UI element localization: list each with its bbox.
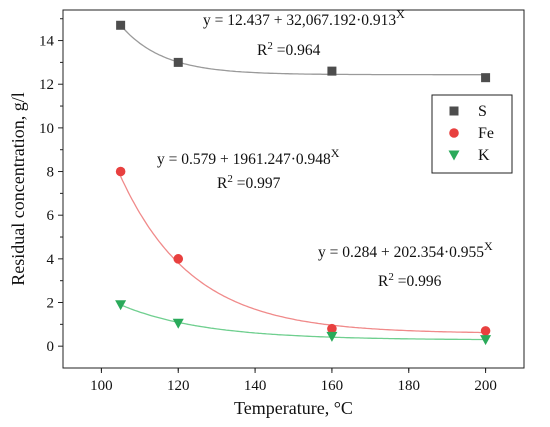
data-point-s (173, 57, 183, 67)
data-points (115, 20, 492, 346)
data-point-k (115, 300, 127, 311)
x-axis-ticks: 100 120 140 160 180 200 (90, 368, 497, 394)
data-point-s (116, 20, 126, 30)
y-axis-title: Residual concentration, g/l (8, 92, 28, 285)
x-tick-label: 180 (398, 378, 421, 394)
data-point-fe (173, 254, 184, 264)
y-tick-label: 6 (47, 208, 55, 224)
axes (62, 9, 525, 369)
legend-marker-k (448, 150, 460, 161)
y-axis-ticks: 0 2 4 6 8 10 12 14 (39, 18, 63, 355)
fit-equation-fe: y = 0.579 + 1961.247·0.948X (157, 146, 340, 168)
x-tick-label: 120 (167, 378, 190, 394)
data-point-k (172, 318, 184, 329)
fit-r2-s: R2 =0.964 (257, 40, 321, 59)
fit-equations: y = 12.437 + 32,067.192·0.913X R2 =0.964 y… (157, 7, 493, 290)
fit-curve-fe (120, 176, 486, 334)
legend-marker-fe (449, 128, 459, 138)
y-tick-label: 0 (47, 339, 55, 355)
data-point-s (481, 73, 491, 83)
x-tick-label: 200 (474, 378, 497, 394)
data-point-k (480, 335, 492, 346)
legend-label-k: K (478, 147, 490, 164)
y-tick-label: 14 (39, 34, 55, 50)
x-tick-label: 100 (90, 378, 113, 394)
legend-marker-s (449, 106, 459, 116)
fit-equation-k: y = 0.284 + 202.354·0.955X (318, 239, 493, 261)
plot-frame (62, 9, 525, 369)
x-tick-label: 140 (244, 378, 267, 394)
x-axis-title: Temperature, °C (234, 398, 353, 418)
legend-label-fe: Fe (478, 125, 494, 142)
fit-r2-fe: R2 =0.997 (217, 173, 281, 192)
y-tick-label: 10 (39, 121, 54, 137)
y-tick-label: 2 (47, 296, 55, 312)
data-point-fe (480, 326, 491, 336)
fit-r2-k: R2 =0.996 (378, 271, 442, 290)
fit-equation-s: y = 12.437 + 32,067.192·0.913X (203, 7, 405, 29)
legend: S Fe K (431, 94, 513, 174)
fit-curve-k (120, 304, 486, 341)
y-tick-label: 4 (47, 252, 55, 268)
legend-label-s: S (478, 103, 487, 120)
data-point-fe (327, 323, 337, 334)
legend-box (431, 94, 513, 174)
x-tick-label: 160 (321, 378, 344, 394)
data-point-fe (115, 166, 126, 177)
y-tick-label: 12 (39, 77, 54, 93)
y-tick-label: 8 (47, 165, 55, 181)
data-point-k (326, 331, 338, 342)
fit-curves (120, 24, 486, 341)
data-point-s (327, 66, 337, 76)
